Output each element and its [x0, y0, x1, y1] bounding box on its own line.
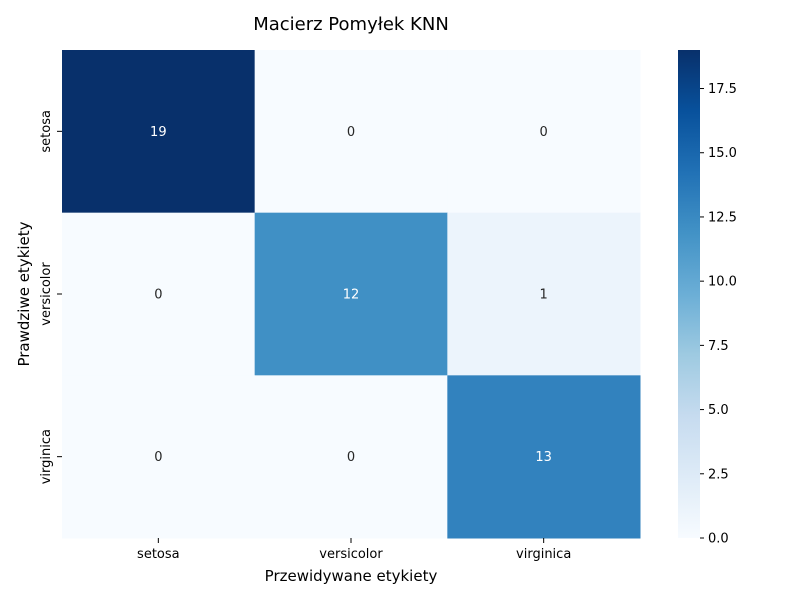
heatmap-cell	[447, 50, 641, 214]
heatmap-cell	[254, 375, 448, 539]
colorbar-gradient	[678, 50, 700, 538]
cell-value-label: 0	[540, 125, 548, 140]
y-tick-label: versicolor	[39, 262, 54, 326]
colorbar-tick-label: 5.0	[708, 403, 729, 418]
colorbar-tick-label: 10.0	[708, 275, 737, 290]
heatmap-cell	[447, 375, 641, 539]
x-tick-label: versicolor	[319, 547, 383, 562]
cell-value-label: 19	[150, 125, 167, 140]
colorbar-tick-label: 0.0	[708, 532, 729, 547]
cell-value-label: 1	[540, 288, 548, 303]
colorbar-tick-label: 2.5	[708, 467, 729, 482]
cell-value-label: 13	[535, 450, 552, 465]
chart-title: Macierz Pomyłek KNN	[253, 14, 449, 35]
cell-value-label: 0	[154, 288, 162, 303]
heatmap-cell	[62, 212, 256, 376]
y-tick-label: virginica	[39, 429, 54, 484]
x-tick-label: virginica	[516, 547, 571, 562]
colorbar-tick-label: 7.5	[708, 339, 729, 354]
cell-value-label: 12	[343, 288, 360, 303]
heatmap-cell	[447, 212, 641, 376]
colorbar-tick-label: 15.0	[708, 146, 737, 161]
colorbar-tick-label: 12.5	[708, 210, 737, 225]
y-axis-label: Prawdziwe etykiety	[15, 221, 33, 366]
cell-value-label: 0	[347, 450, 355, 465]
heatmap-cell	[62, 375, 256, 539]
heatmap-cells	[62, 50, 641, 539]
x-axis-label: Przewidywane etykiety	[265, 567, 438, 585]
cell-value-label: 0	[154, 450, 162, 465]
colorbar-tick-label: 17.5	[708, 82, 737, 97]
colorbar: 0.0 2.5 5.0 7.5 10.0 12.5 15.0 17.5	[678, 50, 737, 547]
heatmap-cell	[254, 212, 448, 376]
x-axis-ticks: setosa versicolor virginica	[137, 538, 571, 562]
y-tick-label: setosa	[39, 110, 54, 153]
heatmap-cell	[254, 50, 448, 214]
x-tick-label: setosa	[137, 547, 180, 562]
heatmap-annotations: 19 0 0 0 12 1 0 0 13	[150, 125, 552, 465]
heatmap-cell	[62, 50, 256, 214]
cell-value-label: 0	[347, 125, 355, 140]
y-axis-ticks: setosa versicolor virginica	[39, 110, 62, 484]
